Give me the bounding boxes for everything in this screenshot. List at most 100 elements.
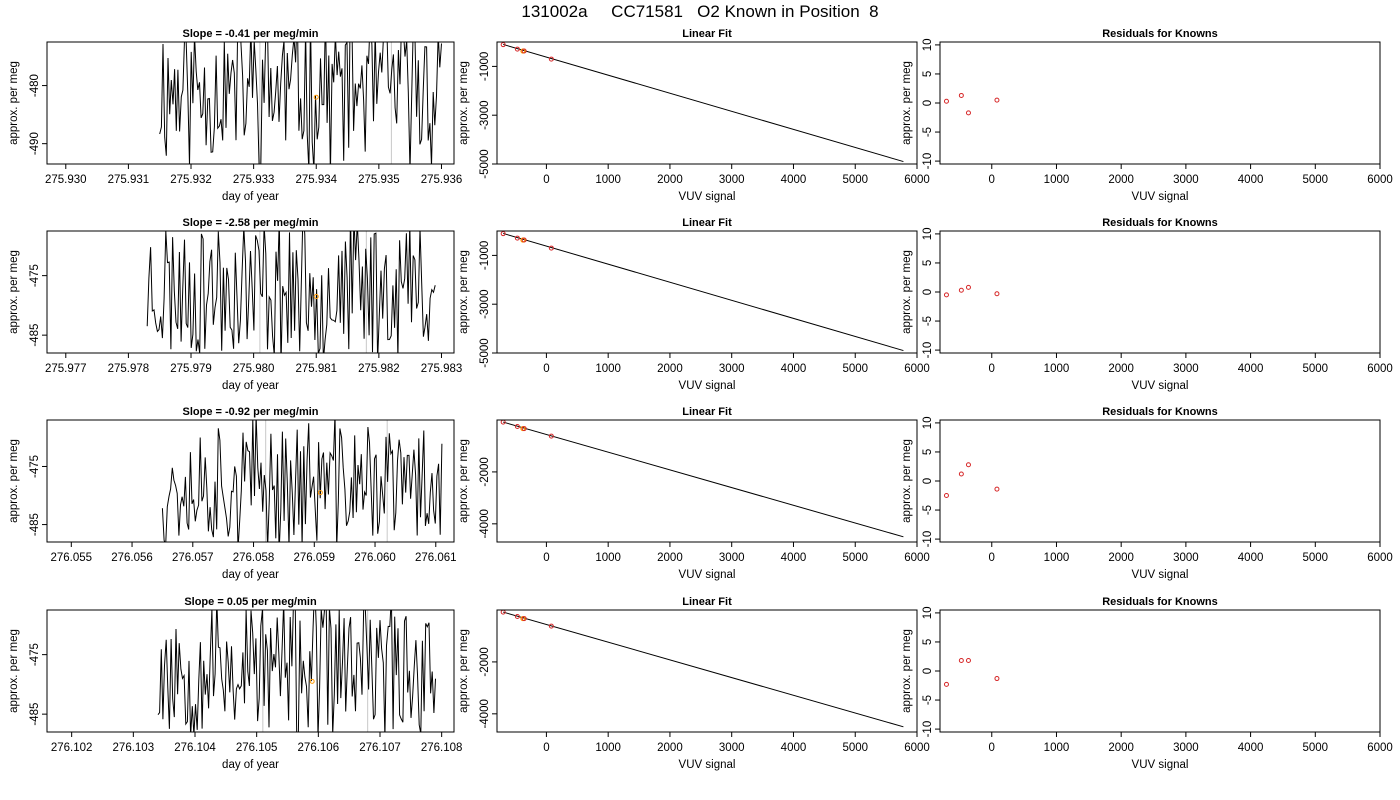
panel-residuals-row1: Residuals for Knowns 0 1000 2000 3000 4000 500… xyxy=(901,28,1393,203)
highlight-point xyxy=(309,678,315,684)
panel-time-row2: Slope = -2.58 per meg/min 275.977 275.978 2… xyxy=(8,217,463,392)
known-point xyxy=(958,92,964,98)
x-tick-label: 6000 xyxy=(1367,363,1393,375)
fit-line xyxy=(503,43,904,163)
known-point xyxy=(958,287,964,293)
panel-title: Linear Fit xyxy=(682,596,732,608)
x-tick-label: 6000 xyxy=(904,174,930,186)
panel-residuals-row2: Residuals for Knowns 0 1000 2000 3000 4000 500… xyxy=(901,217,1393,392)
fit-line xyxy=(503,421,904,538)
y-axis-label: approx. per meg xyxy=(901,629,913,713)
panel-frame xyxy=(496,41,918,165)
known-point xyxy=(514,613,520,619)
x-tick-label: 0 xyxy=(989,363,995,375)
x-tick-label: 275.930 xyxy=(45,174,87,186)
x-tick-label: 275.932 xyxy=(170,174,212,186)
y-tick-label: -2000 xyxy=(479,457,491,486)
y-tick-label: 10 xyxy=(922,39,934,52)
fit-line xyxy=(503,232,904,352)
known-point xyxy=(521,48,527,54)
x-tick-label: 276.104 xyxy=(174,742,216,754)
y-axis-label: approx. per meg xyxy=(8,629,20,713)
known-point xyxy=(521,616,527,622)
known-point xyxy=(994,486,1000,492)
y-tick-label: -4000 xyxy=(479,699,491,728)
y-axis-label: approx. per meg xyxy=(458,61,470,145)
y-tick-label: -1000 xyxy=(479,52,491,81)
plot-area xyxy=(943,658,1000,687)
x-tick-label: 0 xyxy=(543,552,549,564)
x-tick-label: 276.105 xyxy=(236,742,278,754)
panel-frame xyxy=(496,230,918,354)
x-axis-label: VUV signal xyxy=(679,759,736,771)
x-tick-label: 275.934 xyxy=(295,174,337,186)
x-tick-label: 275.935 xyxy=(358,174,400,186)
plot-area xyxy=(943,92,1000,116)
x-tick-label: 275.983 xyxy=(421,363,463,375)
y-tick-label: -5 xyxy=(922,505,934,515)
known-point xyxy=(548,56,554,62)
x-tick-label: 275.931 xyxy=(108,174,150,186)
x-tick-label: 276.106 xyxy=(298,742,340,754)
x-tick-label: 4000 xyxy=(1238,742,1264,754)
x-axis-label: day of year xyxy=(222,380,279,392)
x-tick-label: 6000 xyxy=(904,742,930,754)
x-tick-label: 5000 xyxy=(842,742,868,754)
plot-area xyxy=(500,231,904,352)
y-axis-label: approx. per meg xyxy=(901,250,913,334)
x-tick-label: 2000 xyxy=(1108,552,1134,564)
page-title: 131002a CC71581 O2 Known in Position 8 xyxy=(521,2,879,21)
x-tick-label: 5000 xyxy=(1302,363,1328,375)
y-tick-label: -10 xyxy=(922,531,934,548)
x-tick-label: 1000 xyxy=(1044,363,1070,375)
x-tick-label: 3000 xyxy=(1173,552,1199,564)
x-tick-label: 3000 xyxy=(719,552,745,564)
x-tick-label: 0 xyxy=(543,742,549,754)
x-tick-label: 275.981 xyxy=(295,363,337,375)
x-axis-label: day of year xyxy=(222,759,279,771)
panel-frame xyxy=(496,419,918,543)
panel-title: Slope = -0.92 per meg/min xyxy=(182,406,318,418)
panel-title: Residuals for Knowns xyxy=(1102,596,1218,608)
plot-area xyxy=(161,420,443,542)
y-axis-label: approx. per meg xyxy=(8,439,20,523)
x-tick-label: 4000 xyxy=(1238,363,1264,375)
y-tick-label: -4000 xyxy=(479,509,491,538)
panel-frame xyxy=(496,609,918,733)
panel-title: Residuals for Knowns xyxy=(1102,217,1218,229)
panel-fit-row3: Linear Fit 0 1000 2000 3000 4000 5000 6000 -2000… xyxy=(458,406,930,581)
plot-area xyxy=(943,284,1000,298)
highlight-point xyxy=(313,94,319,100)
x-tick-label: 276.060 xyxy=(354,552,396,564)
known-point xyxy=(994,291,1000,297)
y-tick-label: -475 xyxy=(29,643,41,666)
x-tick-label: 275.980 xyxy=(233,363,275,375)
panel-residuals-row3: Residuals for Knowns 0 1000 2000 3000 4000 500… xyxy=(901,406,1393,581)
panel-title: Linear Fit xyxy=(682,28,732,40)
y-tick-label: -10 xyxy=(922,153,934,170)
x-axis-label: VUV signal xyxy=(1132,191,1189,203)
x-tick-label: 2000 xyxy=(657,552,683,564)
known-point xyxy=(943,292,949,298)
plot-area xyxy=(500,42,904,163)
x-tick-label: 3000 xyxy=(1173,174,1199,186)
x-tick-label: 5000 xyxy=(842,552,868,564)
x-tick-label: 4000 xyxy=(781,363,807,375)
series-line xyxy=(159,42,442,164)
known-point xyxy=(965,284,971,290)
x-tick-label: 2000 xyxy=(1108,742,1134,754)
y-tick-label: 10 xyxy=(922,228,934,241)
x-tick-label: 2000 xyxy=(657,174,683,186)
x-tick-label: 275.978 xyxy=(108,363,150,375)
x-tick-label: 5000 xyxy=(842,363,868,375)
highlight-point xyxy=(313,293,319,299)
x-tick-label: 275.977 xyxy=(45,363,87,375)
x-tick-label: 3000 xyxy=(719,742,745,754)
y-axis-label: approx. per meg xyxy=(901,61,913,145)
x-tick-label: 3000 xyxy=(719,363,745,375)
x-tick-label: 1000 xyxy=(595,742,621,754)
known-point xyxy=(958,471,964,477)
series-line xyxy=(161,420,443,542)
y-tick-label: 5 xyxy=(922,71,934,77)
y-axis-label: approx. per meg xyxy=(458,629,470,713)
